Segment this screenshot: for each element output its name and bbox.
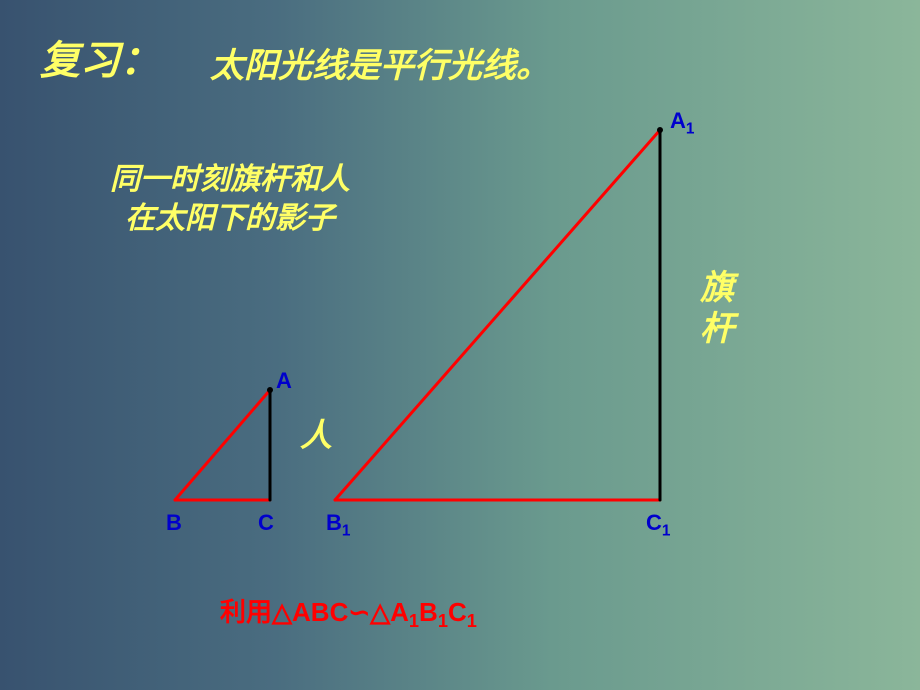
slide-content: 复习： 太阳光线是平行光线。 同一时刻旗杆和人 在太阳下的影子 旗 杆 人 A …	[0, 0, 920, 690]
point-label-B1: B1	[326, 510, 350, 540]
point-label-C: C	[258, 510, 274, 536]
point-label-A: A	[276, 368, 292, 394]
point-label-C1: C1	[646, 510, 670, 540]
conclusion-prefix: 利用	[220, 598, 272, 627]
conclusion-triangle-2: △A1B1C1	[370, 597, 477, 627]
similarity-conclusion: 利用△ABC∽△A1B1C1	[220, 592, 477, 632]
point-label-A1: A1	[670, 108, 694, 138]
triangle-diagram	[0, 0, 920, 690]
conclusion-similar-symbol: ∽	[348, 597, 370, 627]
conclusion-triangle-1: △ABC	[272, 597, 348, 627]
point-label-B: B	[166, 510, 182, 536]
